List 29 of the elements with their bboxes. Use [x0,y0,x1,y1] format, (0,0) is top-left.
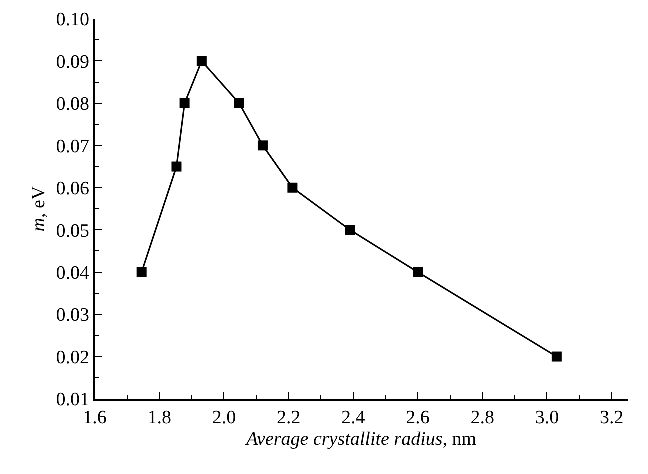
point [136,267,147,278]
x-tick-label: 1.8 [148,408,172,429]
point [413,267,424,278]
y-tick-label: 0.04 [56,262,90,284]
y-tick-label: 0.05 [56,220,90,242]
y-tick-label: 0.06 [56,178,90,200]
y-tick-label: 0.03 [56,305,90,326]
x-tick-label: 2.6 [406,408,430,429]
point [288,182,298,193]
x-tick-label: 2.2 [276,408,301,429]
y-tick-label: 0.09 [56,52,90,73]
y-tick-label: 0.07 [56,136,90,158]
y-tick-label: 0.02 [56,347,90,368]
x-tick-label: 3.2 [600,408,624,429]
x-tick-label: 2.8 [470,408,495,429]
y-tick-label: 0.10 [56,10,90,31]
y-axis-title: m, eV [28,186,50,232]
point [552,352,562,362]
point [172,162,182,172]
point [258,140,268,151]
x-tick-label: 2.4 [342,408,366,429]
point [345,225,356,236]
point [196,56,207,66]
y-tick-label: 0.08 [56,94,90,116]
x-tick-label: 2.0 [212,408,236,429]
point [180,98,190,108]
x-tick-label: 3.0 [535,408,560,429]
x-axis-title: Average crystallite radius, nm [244,428,477,450]
point [234,98,244,108]
